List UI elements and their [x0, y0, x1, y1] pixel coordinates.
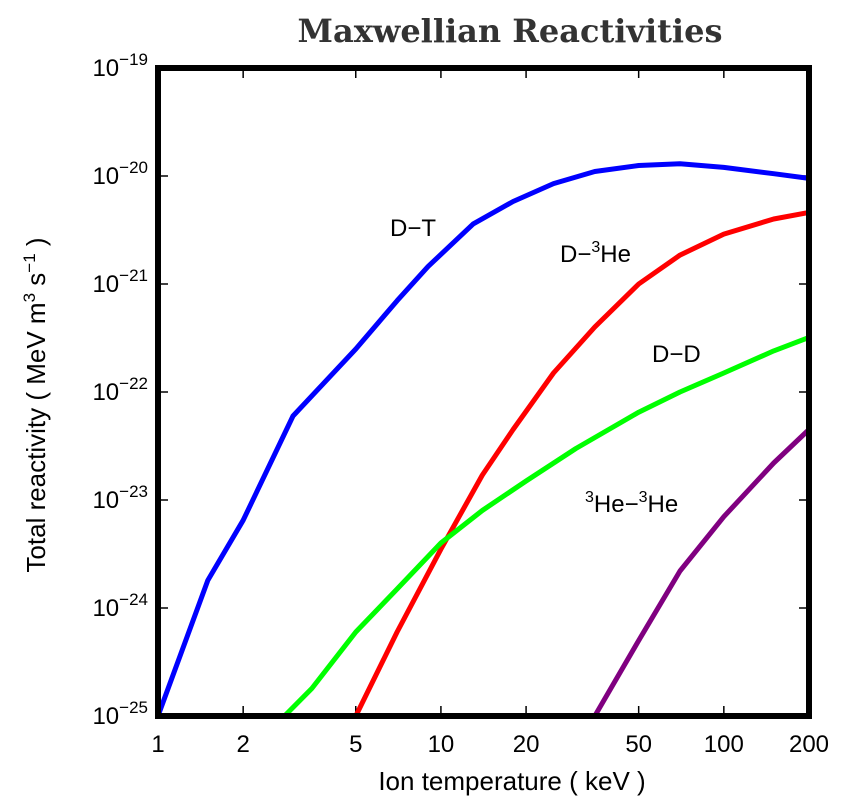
chart-title: Maxwellian Reactivities: [298, 12, 723, 50]
x-tick-label-2: 5: [349, 731, 362, 758]
series-label-dd: D−D: [652, 341, 701, 368]
x-tick-label-4: 20: [513, 731, 540, 758]
plot-frame: [155, 65, 812, 719]
x-tick-label-1: 2: [236, 731, 249, 758]
y-tick-label-2: 10−23: [92, 482, 148, 514]
x-tick-label-7: 200: [789, 731, 829, 758]
series-label-dhe3: D−3He: [560, 239, 631, 268]
y-tick-label-3: 10−22: [92, 374, 148, 406]
x-tick-label-0: 1: [151, 731, 164, 758]
series-lines: [155, 161, 812, 719]
series-line-3: [592, 427, 812, 719]
series-line-1: [353, 209, 812, 719]
y-tick-label-6: 10−19: [92, 50, 148, 82]
series-line-2: [282, 334, 812, 719]
x-axis-label: Ion temperature ( keV ): [378, 766, 645, 796]
x-tick-label-3: 10: [428, 731, 455, 758]
series-label-dt: D−T: [390, 215, 436, 242]
y-axis-label: Total reactivity ( MeV m3 s−1 ): [20, 237, 51, 572]
x-tick-label-5: 50: [625, 731, 652, 758]
x-tick-labels: 1 2 5 10 20 50 100 200: [151, 731, 829, 758]
y-tick-label-5: 10−20: [92, 158, 148, 190]
y-tick-label-4: 10−21: [92, 266, 148, 298]
y-tick-labels: 10−25 10−24 10−23 10−22 10−21 10−20 10−19: [92, 50, 148, 730]
y-tick-label-0: 10−25: [92, 698, 148, 730]
y-tick-label-1: 10−24: [92, 590, 148, 622]
series-line-0: [155, 161, 812, 719]
series-label-he3he3: 3He−3He: [585, 489, 678, 518]
x-tick-label-6: 100: [704, 731, 744, 758]
